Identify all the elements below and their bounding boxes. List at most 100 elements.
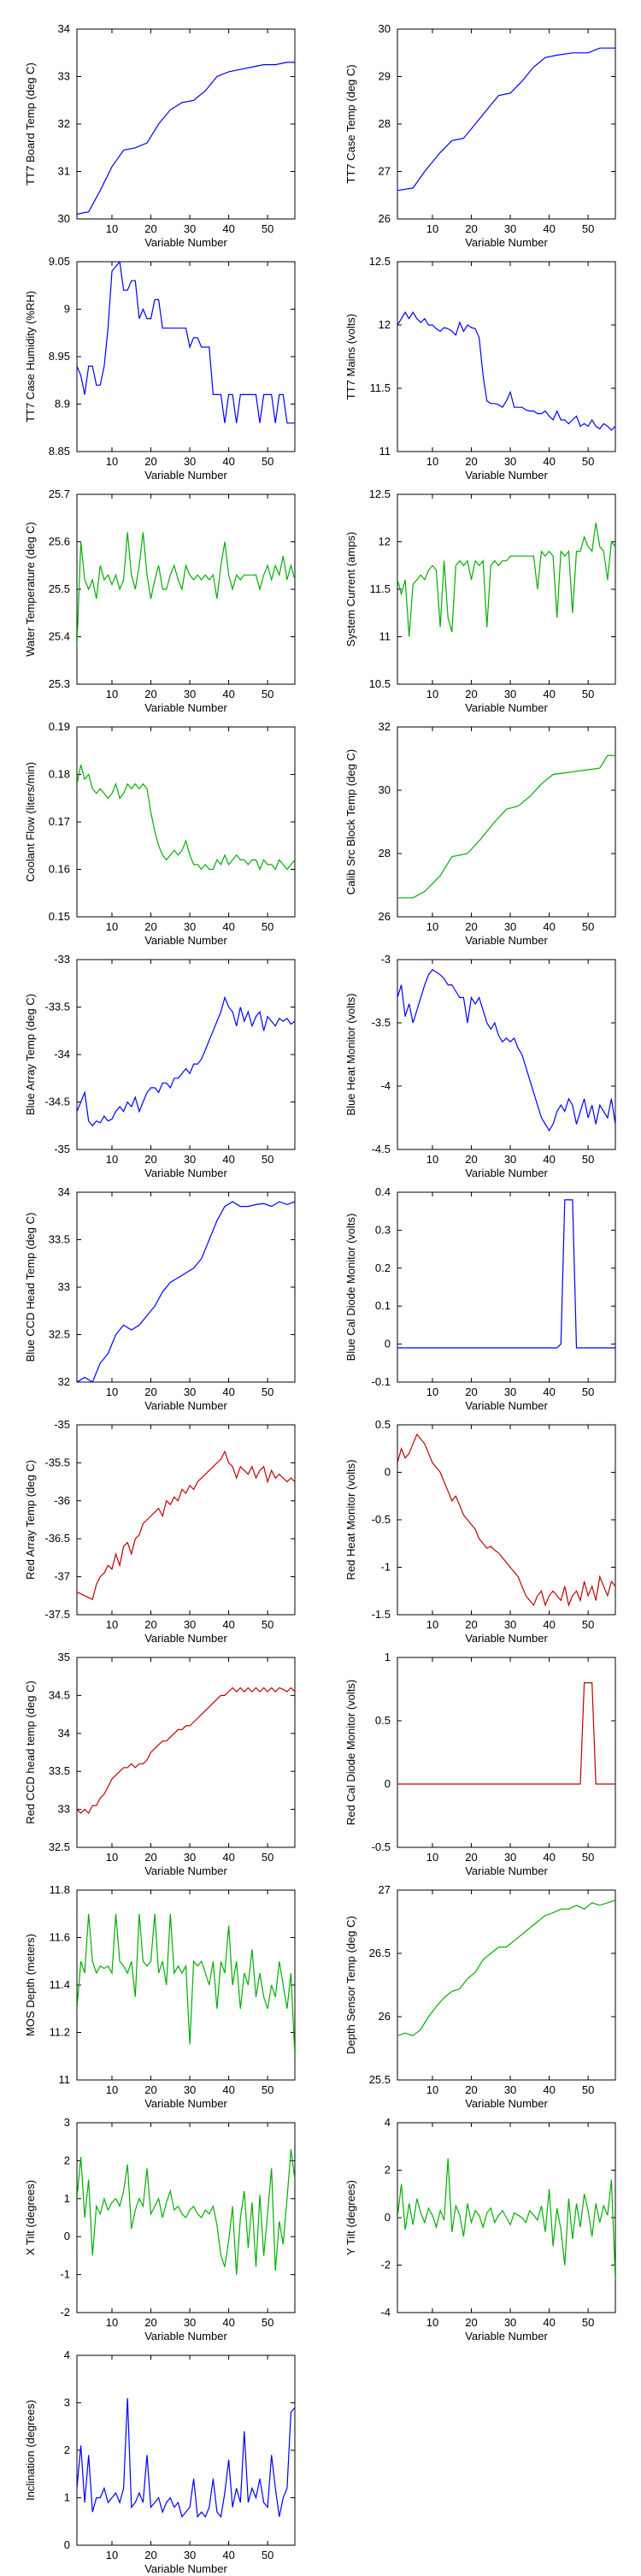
y-tick-label: 0.4 (375, 1185, 391, 1198)
y-tick-label: -4 (380, 2306, 391, 2319)
y-axis-label: Inclination (degrees) (24, 2400, 37, 2501)
x-tick-label: 10 (426, 688, 438, 700)
y-axis-label: System Current (amps) (344, 532, 357, 647)
y-tick-label: 34.5 (49, 1688, 70, 1701)
chart-c15: 10 20 30 40 50 32.5 33 33.5 34 34.5 35 Variable Num… (0, 1645, 320, 1878)
x-axis-label: Variable Number (465, 1632, 548, 1645)
y-axis-label: Water Temperature (deg C) (24, 522, 37, 657)
y-tick-label: 0.5 (375, 1714, 391, 1727)
y-tick-label: 12 (379, 535, 391, 548)
y-tick-label: 26 (379, 212, 391, 225)
x-tick-label: 40 (222, 1385, 234, 1398)
x-tick-label: 30 (184, 2316, 196, 2329)
x-tick-label: 50 (582, 2083, 594, 2096)
x-tick-label: 20 (144, 222, 156, 235)
x-tick-label: 20 (144, 2083, 156, 2096)
y-tick-label: 26 (379, 910, 391, 923)
x-tick-label: 40 (222, 688, 234, 700)
chart-c8: 10 20 30 40 50 26 28 30 32 Variable Number Calib S… (320, 715, 641, 948)
x-axis-label: Variable Number (144, 1399, 227, 1412)
y-tick-label: 0.1 (375, 1299, 391, 1312)
chart-svg: 10 20 30 40 50 30 31 32 33 34 Variable Number TT7 B… (24, 22, 296, 249)
x-tick-label: 30 (504, 920, 516, 933)
x-tick-label: 50 (582, 1618, 594, 1631)
x-axis-label: Variable Number (465, 1399, 548, 1412)
chart-c5: 10 20 30 40 50 25.3 25.4 25.5 25.6 25.7 Variable N… (0, 482, 320, 715)
x-tick-label: 10 (426, 2316, 438, 2329)
plot-frame (76, 1191, 296, 1383)
y-tick-label: 32 (379, 720, 391, 733)
x-tick-label: 40 (543, 2316, 555, 2329)
plot-frame (397, 959, 616, 1150)
y-tick-label: 30 (58, 212, 70, 225)
x-tick-label: 30 (184, 1851, 196, 1864)
chart-c6: 10 20 30 40 50 10.5 11 11.5 12 12.5 Variable Numbe… (320, 482, 641, 715)
y-tick-label: -36.5 (44, 1532, 70, 1545)
y-tick-label: -4.5 (372, 1143, 391, 1155)
x-tick-label: 50 (582, 1385, 594, 1398)
chart-c20: 10 20 30 40 50 -4 -2 0 2 4 Variable Number Y Tilt (… (320, 2111, 641, 2343)
y-tick-label: 0.16 (49, 863, 70, 876)
y-tick-label: 0.2 (375, 1261, 391, 1274)
y-axis-label: Red Array Temp (deg C) (24, 1460, 37, 1580)
x-tick-label: 40 (543, 1618, 555, 1631)
x-tick-label: 50 (582, 688, 594, 700)
plot-frame (397, 493, 616, 685)
chart-c11: 10 20 30 40 50 32 32.5 33 33.5 34 Variable Number B… (0, 1180, 320, 1413)
x-tick-label: 10 (106, 688, 118, 700)
series-line (397, 1433, 615, 1607)
x-tick-label: 10 (106, 920, 118, 933)
series-line (77, 262, 295, 424)
plot-frame (397, 1889, 616, 2081)
chart-c10: 10 20 30 40 50 -4.5 -4 -3.5 -3 Variable Number Blu… (320, 948, 641, 1180)
x-tick-label: 50 (262, 1385, 273, 1398)
x-tick-label: 50 (262, 1851, 273, 1864)
y-tick-label: 25.3 (49, 677, 70, 690)
y-tick-label: 32.5 (49, 1328, 70, 1341)
x-tick-label: 20 (144, 1851, 156, 1864)
x-tick-label: 10 (426, 1385, 438, 1398)
x-tick-label: 40 (543, 1153, 555, 1166)
x-tick-label: 30 (504, 1385, 516, 1398)
x-tick-label: 20 (144, 688, 156, 700)
x-tick-label: 50 (582, 2316, 594, 2329)
x-tick-label: 20 (144, 1153, 156, 1166)
y-tick-label: -34 (54, 1048, 70, 1061)
y-tick-label: 1 (64, 2192, 70, 2205)
chart-c14: 10 20 30 40 50 -1.5 -1 -0.5 0 0.5 Variable Number R… (320, 1413, 641, 1645)
chart-svg: 10 20 30 40 50 11 11.2 11.4 11.6 11.8 Variable Num… (24, 1883, 296, 2110)
y-tick-label: 27 (379, 1883, 391, 1896)
x-tick-label: 20 (144, 2316, 156, 2329)
y-tick-label: 26.5 (369, 1947, 391, 1959)
x-tick-label: 20 (144, 2549, 156, 2561)
x-tick-label: 20 (465, 1618, 477, 1631)
y-tick-label: 12.5 (369, 487, 391, 500)
x-tick-label: 30 (184, 1385, 196, 1398)
series-line (77, 2397, 295, 2519)
chart-svg: 10 20 30 40 50 -1.5 -1 -0.5 0 0.5 Variable Number R… (344, 1418, 616, 1645)
y-tick-label: 3 (64, 2116, 70, 2129)
x-tick-label: 40 (543, 920, 555, 933)
plot-frame (397, 726, 616, 918)
x-tick-label: 30 (184, 1153, 196, 1166)
x-tick-label: 50 (582, 222, 594, 235)
series-line (77, 62, 295, 215)
plot-frame (76, 2354, 296, 2546)
x-tick-label: 50 (582, 1153, 594, 1166)
y-axis-label: Blue CCD Head Temp (deg C) (24, 1213, 37, 1362)
x-tick-label: 20 (465, 222, 477, 235)
x-tick-label: 10 (106, 2316, 118, 2329)
x-tick-label: 40 (222, 222, 234, 235)
x-tick-label: 10 (106, 1385, 118, 1398)
chart-svg: 10 20 30 40 50 -35 -34.5 -34 -33.5 -33 Variable Nu… (24, 953, 296, 1179)
y-tick-label: 11.6 (50, 1931, 70, 1944)
y-tick-label: 0 (385, 1338, 391, 1350)
chart-svg: 10 20 30 40 50 0 1 2 3 4 Variable Number Inclinatio… (24, 2349, 296, 2575)
x-axis-label: Variable Number (465, 1864, 548, 1877)
x-axis-label: Variable Number (144, 1167, 227, 1179)
y-tick-label: 9 (64, 303, 70, 316)
series-line (397, 47, 615, 192)
y-axis-label: TT7 Case Humidity (%RH) (24, 291, 37, 422)
y-axis-label: Blue Cal Diode Monitor (volts) (344, 1214, 357, 1362)
x-tick-label: 40 (222, 2316, 234, 2329)
